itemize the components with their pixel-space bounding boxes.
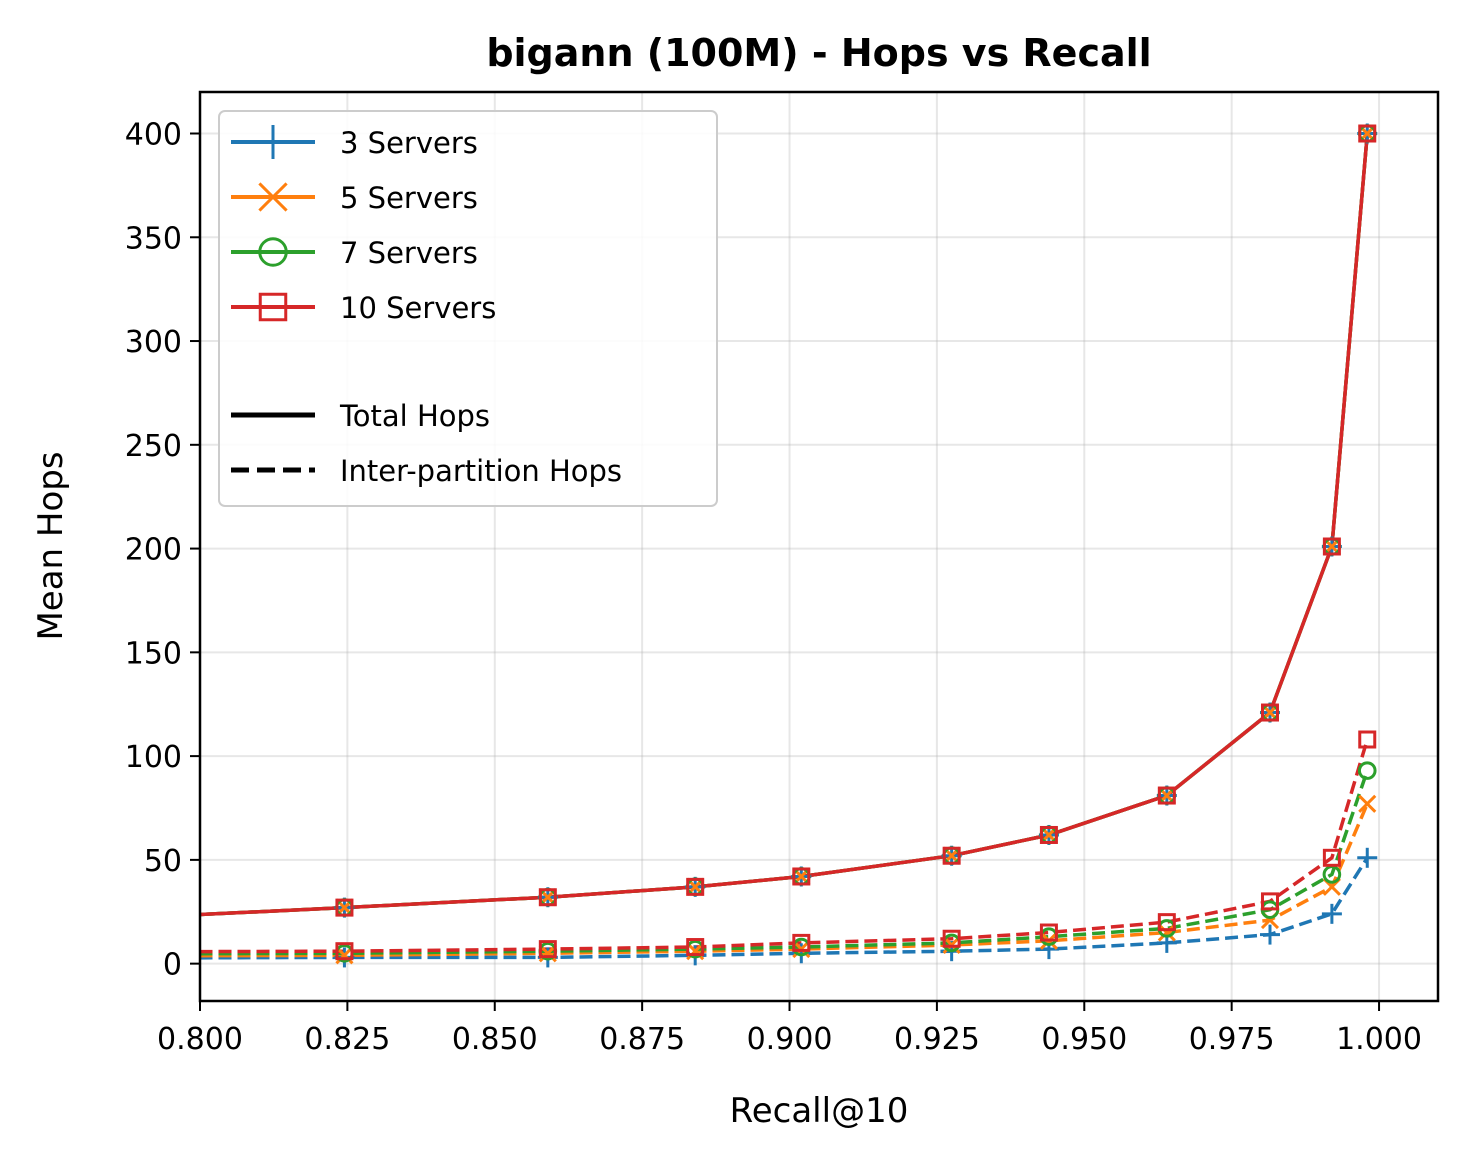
y-tick-label: 150 — [125, 636, 182, 671]
legend-label: 3 Servers — [340, 126, 478, 160]
inter-hops-point — [335, 942, 354, 961]
total-hops-point — [1039, 825, 1058, 844]
total-hops-point — [942, 846, 961, 865]
inter-hops-point — [1357, 847, 1378, 868]
x-tick-label: 0.800 — [157, 1022, 243, 1057]
total-hops-point — [1358, 124, 1377, 143]
y-tick-label: 350 — [125, 221, 182, 256]
inter-hops-point — [1358, 730, 1377, 749]
x-tick-label: 0.975 — [1189, 1022, 1275, 1057]
inter-hops-point — [1260, 892, 1279, 911]
inter-hops-point — [686, 938, 705, 957]
inter-hops-point — [1358, 794, 1377, 813]
inter-hops-point — [1157, 913, 1176, 932]
total-hops-point — [1322, 537, 1341, 556]
total-hops-point — [335, 898, 354, 917]
y-axis-label: Mean Hops — [31, 451, 71, 640]
inter-hops-point — [1039, 923, 1058, 942]
y-tick-label: 250 — [125, 429, 182, 464]
x-tick-label: 1.000 — [1336, 1022, 1422, 1057]
legend: 3 Servers 5 Servers 7 Servers 10 Servers Tot… — [218, 110, 718, 507]
legend-label: 10 Servers — [340, 291, 496, 325]
total-hops-point — [538, 888, 557, 907]
x-axis-label: Recall@10 — [730, 1091, 909, 1131]
x-tick-label: 0.825 — [304, 1022, 390, 1057]
legend-label: Inter-partition Hops — [340, 454, 622, 488]
inter-hops-point — [538, 940, 557, 959]
total-hops-point — [686, 877, 705, 896]
y-tick-label: 200 — [125, 533, 182, 568]
inter-hops-point — [1157, 923, 1176, 942]
y-tick-label: 300 — [125, 325, 182, 360]
marker-layer — [334, 123, 1378, 968]
x-tick-label: 0.950 — [1041, 1022, 1127, 1057]
total-hops-point — [1157, 786, 1176, 805]
legend-marker — [258, 237, 288, 267]
y-tick-label: 100 — [125, 740, 182, 775]
inter-hops-point — [792, 933, 811, 952]
y-tick-label: 50 — [144, 844, 182, 879]
inter-hops-line — [200, 738, 1369, 954]
legend-marker — [258, 292, 288, 322]
inter-hops-point — [1322, 848, 1341, 867]
inter-hops-point — [1321, 903, 1342, 924]
legend-marker — [256, 125, 290, 159]
legend-label: 7 Servers — [340, 236, 478, 270]
inter-hops-point — [942, 929, 961, 948]
legend-box — [218, 110, 718, 507]
legend-marker — [258, 182, 288, 212]
legend-label: Total Hops — [339, 399, 490, 433]
legend-label: 5 Servers — [340, 181, 478, 215]
x-ticks: 0.800 0.825 0.850 0.875 0.900 0.925 0.950 0.975… — [157, 1001, 1422, 1057]
y-ticks: 0 50 100 150 200 250 300 350 400 — [125, 118, 200, 983]
inter-hops-point — [1357, 761, 1377, 780]
x-tick-label: 0.925 — [894, 1022, 980, 1057]
y-tick-label: 0 — [163, 948, 182, 983]
y-tick-label: 400 — [125, 118, 182, 153]
x-tick-label: 0.900 — [747, 1022, 833, 1057]
x-tick-label: 0.875 — [599, 1022, 685, 1057]
grid — [199, 92, 1438, 1001]
inter-hops-point — [1259, 924, 1280, 945]
x-tick-label: 0.850 — [452, 1022, 538, 1057]
total-hops-point — [1260, 703, 1279, 722]
chart-title: bigann (100M) - Hops vs Recall — [486, 31, 1151, 75]
plot-frame — [198, 90, 1440, 1003]
total-hops-point — [792, 867, 811, 886]
